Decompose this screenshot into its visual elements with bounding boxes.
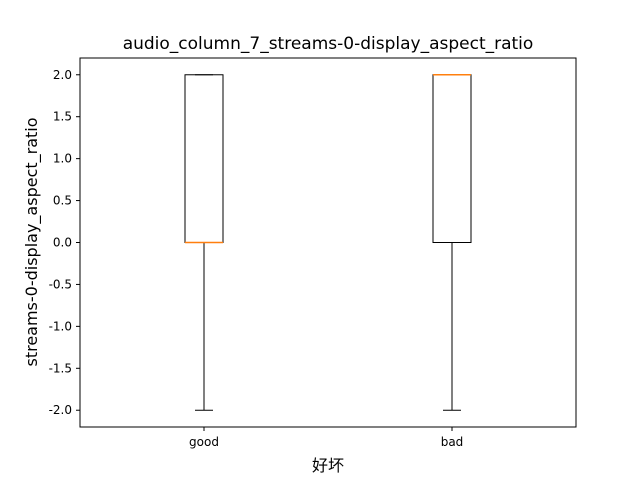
y-tick-label: -2.0	[49, 403, 72, 417]
x-axis-ticks: good bad	[189, 427, 463, 449]
box-bad	[432, 74, 472, 411]
y-tick-label: 0.5	[53, 194, 72, 208]
y-tick-label: -1.5	[49, 361, 72, 375]
y-tick-label: 2.0	[53, 68, 72, 82]
iqr-box	[432, 74, 472, 244]
boxes-group	[184, 74, 472, 411]
x-tick-label: bad	[441, 435, 464, 449]
x-axis-label: 好坏	[312, 456, 344, 475]
y-tick-label: 0.0	[53, 236, 72, 250]
iqr-box	[184, 74, 224, 244]
y-tick-label: 1.5	[53, 110, 72, 124]
box-good	[184, 74, 224, 411]
y-tick-label: 1.0	[53, 152, 72, 166]
y-axis-label: streams-0-display_aspect_ratio	[22, 117, 42, 366]
plot-area	[79, 57, 577, 428]
x-tick-label: good	[189, 435, 219, 449]
y-tick-label: -1.0	[49, 319, 72, 333]
y-tick-label: -0.5	[49, 277, 72, 291]
chart-title: audio_column_7_streams-0-display_aspect_…	[123, 34, 534, 54]
y-axis-ticks: 2.0 1.5 1.0 0.5 0.0 -0.5 -1.0 -1.5 -2.0	[49, 68, 80, 417]
